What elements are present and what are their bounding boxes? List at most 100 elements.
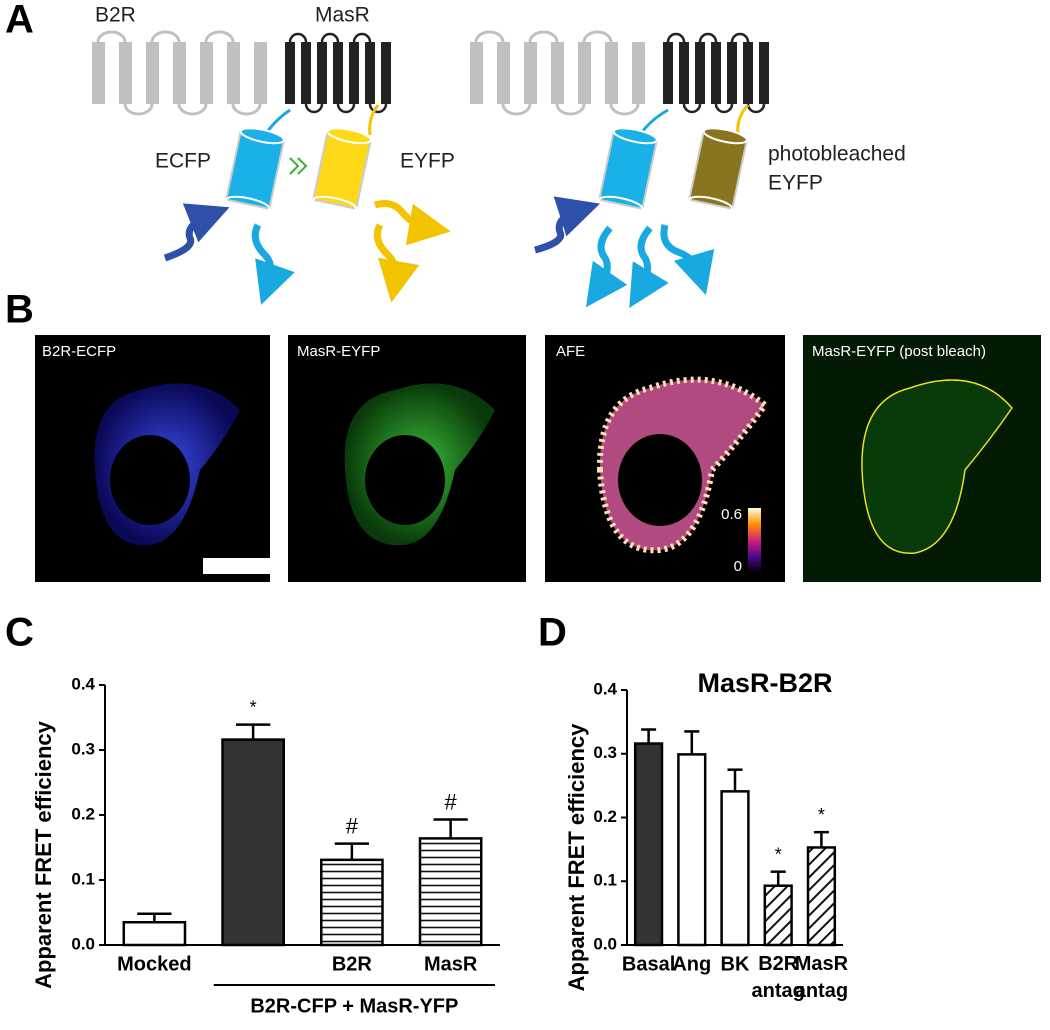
- helix: [92, 42, 105, 104]
- helix: [711, 42, 721, 104]
- loop: [582, 30, 613, 43]
- x-tick-label: B2R antag: [752, 953, 805, 1002]
- annotation: #: [346, 813, 359, 838]
- x-tick-label: Mocked: [117, 953, 191, 975]
- bar: [122, 921, 187, 947]
- micrograph: [35, 335, 1041, 582]
- y-tick-label: 0.1: [71, 869, 95, 888]
- diagram-label: EYFP: [400, 150, 455, 173]
- helix: [743, 42, 753, 104]
- bar: [221, 738, 285, 947]
- x-tick-label: BK: [721, 953, 750, 975]
- helix: [254, 42, 267, 104]
- group-label: B2R-CFP + MasR-YFP: [250, 995, 458, 1017]
- colorbar-label: 0: [734, 558, 742, 575]
- x-tick-label: B2R: [332, 953, 373, 975]
- y-tick-label: 0.2: [71, 804, 95, 823]
- annotation: *: [250, 697, 257, 717]
- receptor: [92, 30, 391, 116]
- loop: [336, 103, 356, 114]
- bar: [633, 742, 664, 947]
- helix: [285, 42, 295, 104]
- helix: [578, 42, 591, 104]
- loop: [730, 32, 750, 43]
- diagram-label: ECFP: [155, 150, 211, 173]
- loop: [123, 103, 154, 116]
- receptor: [470, 30, 769, 116]
- y-tick-label: 0.2: [593, 807, 617, 826]
- helix: [200, 42, 213, 104]
- diagram-label: EYFP: [768, 172, 823, 195]
- loop: [231, 103, 262, 116]
- loop: [698, 32, 718, 43]
- bar: [763, 884, 793, 947]
- y-tick-label: 0.4: [71, 674, 95, 693]
- y-tick-label: 0.0: [71, 934, 95, 953]
- y-tick-label: 0.4: [593, 679, 617, 698]
- helix: [365, 42, 375, 104]
- y-tick-label: 0.0: [593, 934, 617, 953]
- bar: [320, 858, 384, 947]
- loop: [304, 103, 324, 114]
- helix: [381, 42, 391, 104]
- loop: [609, 103, 640, 116]
- diagram-label: MasR: [315, 4, 370, 27]
- helix: [119, 42, 132, 104]
- diagram-label: photobleached: [768, 143, 906, 166]
- loop: [150, 30, 181, 43]
- x-tick-label: Ang: [672, 953, 711, 975]
- x-tick-label: Basal: [622, 953, 675, 975]
- bar: [677, 753, 707, 947]
- panel-label: C: [5, 611, 34, 655]
- loop: [666, 32, 686, 43]
- bar: [418, 837, 483, 947]
- helix: [227, 42, 240, 104]
- helix: [173, 42, 186, 104]
- panel-label: B: [5, 288, 34, 332]
- helix: [695, 42, 705, 104]
- chart-title: MasR-B2R: [697, 668, 832, 698]
- loop: [474, 30, 505, 43]
- panel-label: D: [538, 611, 567, 655]
- helix: [333, 42, 343, 104]
- fret-diagram-right: [534, 103, 750, 309]
- loop: [528, 30, 559, 43]
- image-label: MasR-EYFP (post bleach): [812, 343, 986, 360]
- helix: [679, 42, 689, 104]
- y-axis-label: Apparent FRET efficiency: [31, 720, 56, 988]
- image-label: AFE: [556, 343, 585, 360]
- diagram-label: B2R: [95, 4, 136, 27]
- loop: [682, 103, 702, 114]
- loop: [746, 103, 766, 114]
- helix: [727, 42, 737, 104]
- annotation: #: [445, 789, 458, 814]
- helix: [301, 42, 311, 104]
- colorbar-label: 0.6: [721, 506, 742, 523]
- helix: [497, 42, 510, 104]
- y-tick-label: 0.3: [71, 739, 95, 758]
- helix: [551, 42, 564, 104]
- helix: [146, 42, 159, 104]
- loop: [714, 103, 734, 114]
- x-tick-label: MasR: [424, 953, 478, 975]
- fret-diagram-left: [163, 104, 451, 305]
- loop: [288, 32, 308, 43]
- helix: [524, 42, 537, 104]
- x-tick-label: MasR antag: [795, 953, 849, 1002]
- loop: [501, 103, 532, 116]
- helix: [759, 42, 769, 104]
- loop: [368, 103, 388, 114]
- helix: [632, 42, 645, 104]
- loop: [96, 30, 127, 43]
- bar: [720, 790, 750, 947]
- image-label: MasR-EYFP: [297, 343, 380, 360]
- loop: [352, 32, 372, 43]
- helix: [605, 42, 618, 104]
- loop: [320, 32, 340, 43]
- loop: [204, 30, 235, 43]
- loop: [555, 103, 586, 116]
- image-label: B2R-ECFP: [42, 343, 116, 360]
- helix: [349, 42, 359, 104]
- panel-label: A: [5, 0, 34, 42]
